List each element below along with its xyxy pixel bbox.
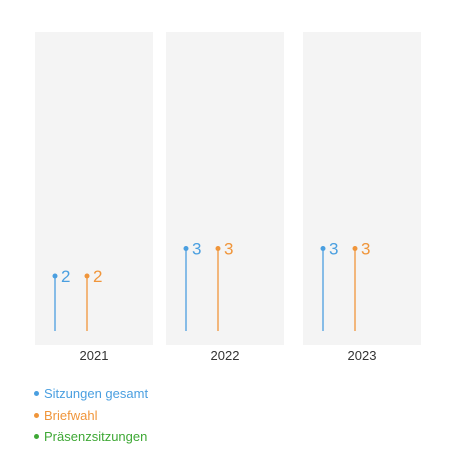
- panel-2023: [303, 32, 421, 345]
- data-label-sitzungen-gesamt-2022: 3: [192, 240, 201, 259]
- point-sitzungen-gesamt-2023: [320, 246, 326, 251]
- legend-label: Präsenzsitzungen: [44, 429, 148, 445]
- legend-item[interactable]: Briefwahl: [34, 405, 148, 427]
- legend-marker-icon: [34, 412, 39, 418]
- category-label-2022: 2022: [211, 348, 240, 363]
- legend-marker-icon: [34, 391, 39, 397]
- point-sitzungen-gesamt-2021: [52, 273, 58, 279]
- data-label-sitzungen-gesamt-2023: 3: [329, 240, 338, 259]
- data-label-briefwahl-2022: 3: [224, 240, 233, 259]
- legend-label: Sitzungen gesamt: [44, 386, 149, 402]
- legend-item[interactable]: Präsenzsitzungen: [34, 426, 148, 448]
- legend-label: Briefwahl: [44, 407, 98, 423]
- legend-item[interactable]: Sitzungen gesamt: [34, 383, 148, 405]
- point-briefwahl-2023: [352, 246, 358, 251]
- panel-2021: [35, 32, 153, 345]
- category-label-2023: 2023: [348, 348, 377, 363]
- data-label-briefwahl-2023: 3: [361, 240, 370, 259]
- point-briefwahl-2021: [84, 273, 90, 279]
- data-label-briefwahl-2021: 2: [93, 267, 102, 286]
- panel-2022: [166, 32, 284, 345]
- legend: Sitzungen gesamt Briefwahl Präsenzsitzunge…: [34, 383, 148, 448]
- point-sitzungen-gesamt-2022: [183, 246, 189, 251]
- point-briefwahl-2022: [215, 246, 221, 251]
- legend-marker-icon: [34, 434, 39, 440]
- data-label-sitzungen-gesamt-2021: 2: [61, 267, 70, 286]
- category-label-2021: 2021: [80, 348, 109, 363]
